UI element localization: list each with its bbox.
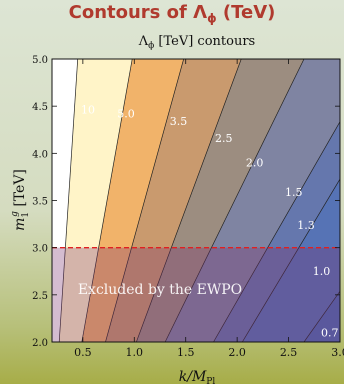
contour-line-1.5 [213,120,340,342]
y-tick-label: 4.5 [32,102,48,113]
x-tick-label: 1.0 [126,346,144,359]
contour-line-3.5 [105,59,184,342]
contour-label-1.0: 1.0 [313,265,331,278]
plot-area: 10 5.0 3.5 2.5 2.0 1.5 1.3 1.0 0.7 Excluded by th… [51,58,341,343]
x-tick-label: 3.0 [331,346,344,359]
chart-title: Λϕ [TeV] contours [138,34,255,51]
contour-label-1.3: 1.3 [297,219,315,232]
y-tick-label: 2.0 [32,338,48,349]
y-axis: 2.0 2.5 3.0 3.5 4.0 4.5 5.0 [32,55,340,349]
contour-label-0.7: 0.7 [321,326,339,339]
y-tick-label: 2.5 [32,291,48,302]
x-axis-label: k/MPl [179,369,216,384]
contour-label-5.0: 5.0 [117,107,135,120]
y-tick-label: 4.0 [32,149,48,160]
contour-line-2.5 [136,59,242,342]
excluded-region [52,247,340,342]
x-tick-label: 2.5 [280,346,298,359]
excluded-region-label: Excluded by the EWPO [78,282,242,298]
contour-label-10: 10 [81,104,95,117]
contour-line-10 [58,59,79,342]
x-tick-label: 0.5 [74,346,92,359]
contour-label-1.5: 1.5 [285,186,303,199]
contour-line-5.0 [81,59,133,342]
x-tick-label: 2.0 [228,346,246,359]
y-tick-label: 3.5 [32,197,48,208]
contour-line-2.0 [164,59,305,342]
slide-title: Contours of Λϕ (TeV) [68,2,276,26]
contour-label-2.0: 2.0 [246,157,264,170]
contour-label-2.5: 2.5 [215,132,233,145]
x-tick-label: 1.5 [177,346,195,359]
contour-line-1.3 [241,178,340,342]
contour-label-3.5: 3.5 [170,115,188,128]
y-tick-label: 5.0 [32,55,48,66]
x-axis: 0.5 1.0 1.5 2.0 2.5 3.0 [74,59,344,359]
y-axis-label: m1g [TeV] [10,169,31,231]
y-tick-label: 3.0 [32,244,48,255]
